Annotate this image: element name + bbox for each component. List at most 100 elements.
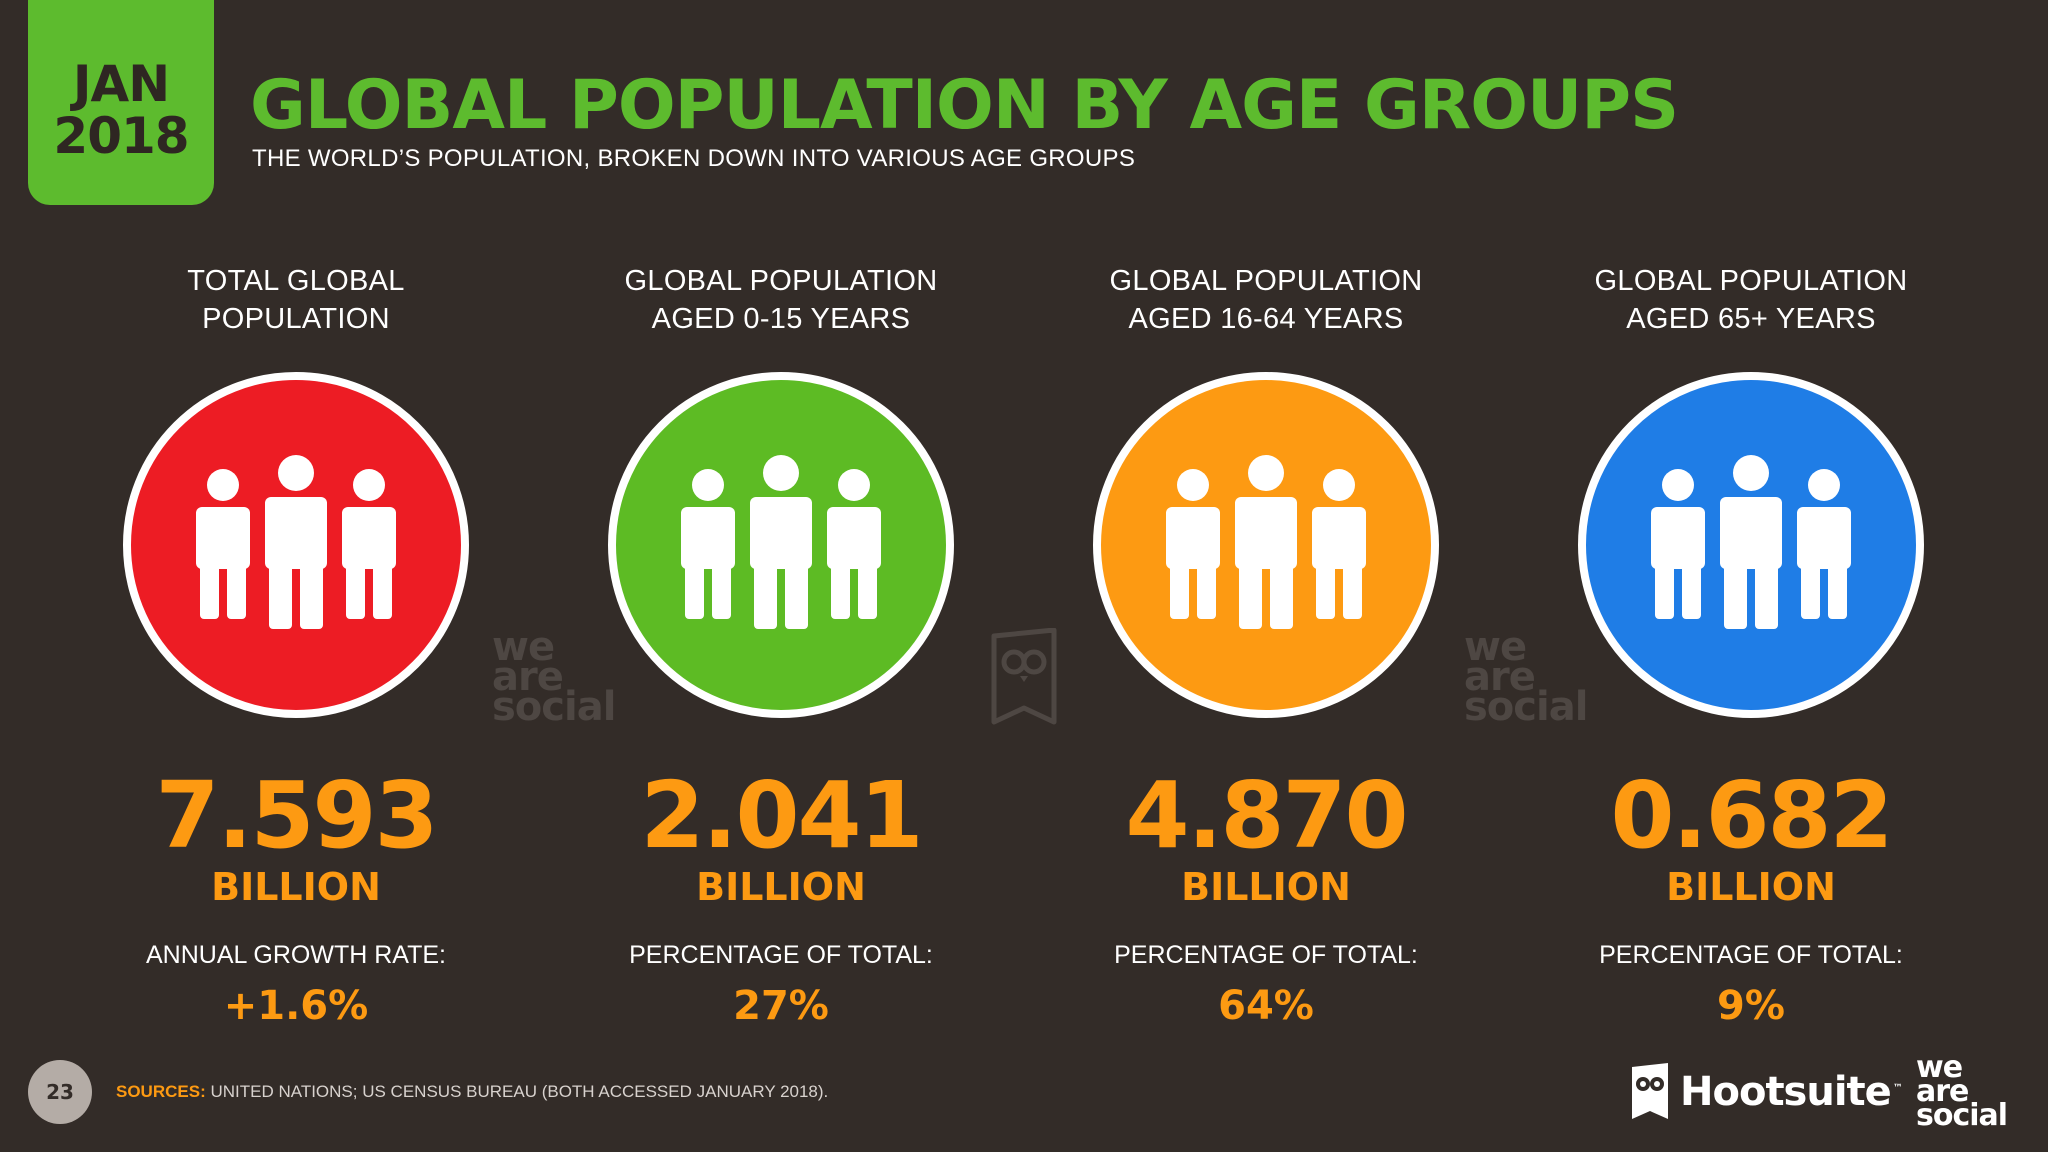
- stat-value: 0.682: [1610, 762, 1893, 869]
- person-leg: [1170, 563, 1189, 619]
- people-group-icon: [1166, 455, 1366, 629]
- stat-column-aged-0-15: GLOBAL POPULATION AGED 0-15 YEARS 2.041 …: [571, 262, 991, 1028]
- person-leg: [858, 563, 877, 619]
- metric-label: PERCENTAGE OF TOTAL:: [629, 941, 933, 969]
- person-body: [1720, 497, 1782, 569]
- person-leg: [1801, 563, 1820, 619]
- person-leg: [1197, 563, 1216, 619]
- stat-value: 2.041: [640, 762, 923, 869]
- column-heading-line1: GLOBAL POPULATION: [1109, 265, 1423, 297]
- person-body: [1166, 507, 1220, 569]
- person-body: [681, 507, 735, 569]
- person-head: [1323, 469, 1355, 501]
- person-head: [353, 469, 385, 501]
- stat-unit: BILLION: [1181, 865, 1351, 909]
- person-body: [342, 507, 396, 569]
- logo-line: are: [1916, 1074, 1969, 1109]
- hootsuite-logo: Hootsuite ™: [1630, 1062, 1903, 1122]
- sources-text: UNITED NATIONS; US CENSUS BUREAU (BOTH A…: [210, 1082, 829, 1101]
- person-leg: [1828, 563, 1847, 619]
- we-are-social-logo: we are social: [1916, 1050, 2008, 1133]
- column-heading-line1: GLOBAL POPULATION: [1594, 265, 1908, 297]
- page-number: 23: [28, 1060, 92, 1124]
- metric-value: 64%: [1218, 983, 1314, 1029]
- hootsuite-trademark: ™: [1892, 1082, 1903, 1094]
- stat-column-total: TOTAL GLOBAL POPULATION 7.593 BILLION AN…: [86, 262, 506, 1028]
- stat-value: 7.593: [155, 762, 438, 869]
- stat-unit: BILLION: [211, 865, 381, 909]
- person-leg: [200, 563, 219, 619]
- watermark-line: social: [1464, 684, 1588, 730]
- person-head: [1177, 469, 1209, 501]
- person-leg: [685, 563, 704, 619]
- person-body: [196, 507, 250, 569]
- watermark-line: we: [1464, 624, 1527, 670]
- metric-value: 27%: [733, 983, 829, 1029]
- column-heading-line2: POPULATION: [202, 303, 390, 335]
- page-title: GLOBAL POPULATION BY AGE GROUPS: [250, 66, 1679, 145]
- column-heading: GLOBAL POPULATION AGED 16-64 YEARS: [1110, 262, 1423, 344]
- owl-watermark-icon: [991, 628, 1057, 725]
- stat-unit: BILLION: [696, 865, 866, 909]
- person-head: [1248, 455, 1284, 491]
- watermark-line: social: [492, 684, 616, 730]
- stat-unit: BILLION: [1666, 865, 1836, 909]
- metric-label: ANNUAL GROWTH RATE:: [145, 941, 446, 969]
- column-heading: GLOBAL POPULATION AGED 65+ YEARS: [1595, 262, 1908, 344]
- person-leg: [1239, 563, 1262, 629]
- stat-column-aged-65-plus: GLOBAL POPULATION AGED 65+ YEARS 0.682 B…: [1541, 262, 1961, 1028]
- person-body: [1797, 507, 1851, 569]
- column-heading-line1: GLOBAL POPULATION: [624, 265, 938, 297]
- logo-line: social: [1916, 1098, 2008, 1133]
- people-group-icon: [681, 455, 881, 629]
- person-body: [1235, 497, 1297, 569]
- person-leg: [1343, 563, 1362, 619]
- people-group-icon: [1651, 455, 1851, 629]
- person-head: [1808, 469, 1840, 501]
- person-head: [763, 455, 799, 491]
- person-head: [692, 469, 724, 501]
- column-heading: GLOBAL POPULATION AGED 0-15 YEARS: [625, 262, 938, 344]
- stat-circle: [1578, 372, 1924, 718]
- column-heading-line1: TOTAL GLOBAL: [187, 265, 405, 297]
- watermark-line: are: [1464, 654, 1536, 700]
- watermark-line: are: [492, 654, 564, 700]
- person-leg: [346, 563, 365, 619]
- column-heading-line2: AGED 65+ YEARS: [1626, 303, 1876, 335]
- we-are-social-watermark: we are social: [492, 624, 616, 730]
- person-leg: [269, 563, 292, 629]
- person-leg: [300, 563, 323, 629]
- date-year: 2018: [53, 106, 189, 165]
- metric-value: 9%: [1717, 983, 1785, 1029]
- date-badge: JAN 2018: [28, 0, 214, 205]
- sources-note: SOURCES: UNITED NATIONS; US CENSUS BUREA…: [116, 1082, 828, 1102]
- hootsuite-name: Hootsuite: [1680, 1069, 1892, 1115]
- date-month: JAN: [72, 54, 170, 113]
- column-heading-line2: AGED 0-15 YEARS: [651, 303, 911, 335]
- person-leg: [1724, 563, 1747, 629]
- hootsuite-owl-icon: [1632, 1063, 1668, 1119]
- person-leg: [1655, 563, 1674, 619]
- person-leg: [754, 563, 777, 629]
- stat-value: 4.870: [1125, 762, 1408, 869]
- person-body: [1651, 507, 1705, 569]
- people-group-icon: [196, 455, 396, 629]
- logo-line: we: [1916, 1050, 1963, 1085]
- person-head: [838, 469, 870, 501]
- person-leg: [785, 563, 808, 629]
- person-head: [207, 469, 239, 501]
- page-subtitle: THE WORLD’S POPULATION, BROKEN DOWN INTO…: [252, 145, 1136, 172]
- person-leg: [1755, 563, 1778, 629]
- person-body: [827, 507, 881, 569]
- metric-value: +1.6%: [223, 983, 369, 1029]
- person-leg: [831, 563, 850, 619]
- sources-label: SOURCES:: [116, 1082, 206, 1101]
- metric-label: PERCENTAGE OF TOTAL:: [1599, 941, 1903, 969]
- watermark-line: we: [492, 624, 555, 670]
- person-head: [278, 455, 314, 491]
- column-heading: TOTAL GLOBAL POPULATION: [187, 262, 404, 344]
- person-leg: [1316, 563, 1335, 619]
- stat-circle: [1093, 372, 1439, 718]
- person-body: [750, 497, 812, 569]
- we-are-social-watermark: we are social: [1464, 624, 1588, 730]
